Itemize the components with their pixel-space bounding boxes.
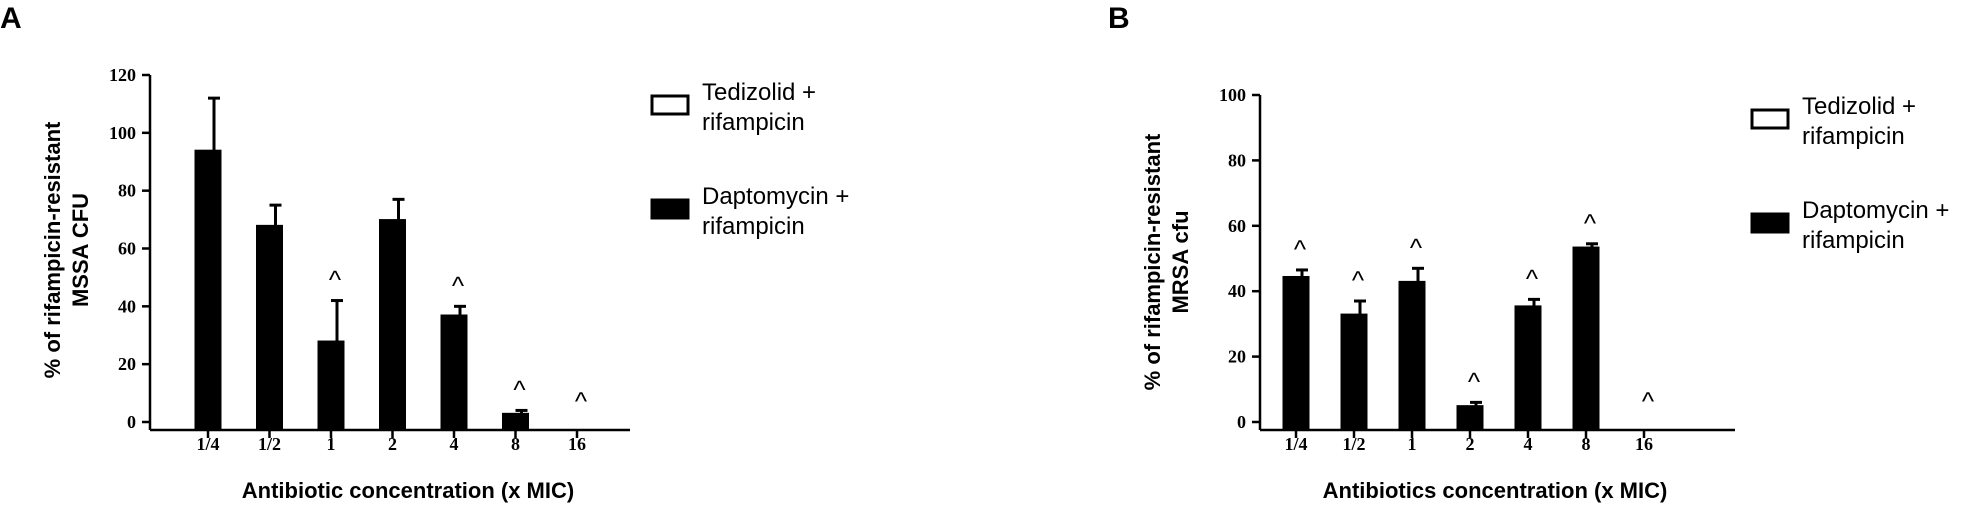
panel-b-y-axis-title-line: MRSA cfu bbox=[1168, 210, 1193, 313]
panel-b-legend-label: Tedizolid + rifampicin bbox=[1802, 93, 1916, 150]
panel-b-bar-1 bbox=[1398, 280, 1426, 431]
panel-a-x-tick-label: 8 bbox=[511, 434, 520, 454]
panel-b-legend-label-line: Tedizolid + bbox=[1802, 93, 1916, 120]
panel-a-bar-1-2 bbox=[256, 224, 283, 431]
panel-a-y-tick-label: 20 bbox=[118, 354, 136, 374]
panel-a-bar-8 bbox=[502, 412, 529, 431]
panel-b-y-tick-label: 100 bbox=[1219, 85, 1246, 105]
panel-b: B 0 20 40 60 80 100 1/4 ^ 1/2 ^ 1 ^ 2 ^ 4 ^ 8 ^ 16 ^ Antibio… bbox=[1108, 2, 1949, 503]
panel-a-y-axis-title: % of rifampicin-resistant MSSA CFU bbox=[40, 121, 93, 378]
panel-b-x-tick-label: 16 bbox=[1635, 434, 1653, 454]
panel-b-x-tick-label: 2 bbox=[1466, 434, 1475, 454]
panel-a-legend-label: Daptomycin + rifampicin bbox=[702, 183, 849, 240]
panel-a-y-axis-title-line: MSSA CFU bbox=[68, 193, 93, 307]
panel-a-x-axis-title: Antibiotic concentration (x MIC) bbox=[242, 478, 574, 503]
panel-a-x-tick-label: 2 bbox=[388, 434, 397, 454]
panel-b-bar-2 bbox=[1456, 405, 1484, 431]
panel-b-y-axis-title-line: % of rifampicin-resistant bbox=[1140, 133, 1165, 390]
panel-b-x-tick-label: 1/4 bbox=[1284, 434, 1307, 454]
panel-a-y-tick-label: 100 bbox=[109, 123, 136, 143]
panel-a-y-tick-label: 40 bbox=[118, 296, 136, 316]
panel-b-x-tick-label: 1 bbox=[1408, 434, 1417, 454]
panel-b-x-tick-label: 1/2 bbox=[1342, 434, 1365, 454]
panel-b-significance-marker: ^ bbox=[1410, 232, 1423, 262]
panel-a-legend-label-line: rifampicin bbox=[702, 213, 805, 240]
panel-a-x-tick-label: 1 bbox=[327, 434, 336, 454]
panel-b-y-tick-label: 20 bbox=[1228, 347, 1246, 367]
panel-b-bar-1-2 bbox=[1340, 313, 1368, 431]
panel-b-legend-label-line: rifampicin bbox=[1802, 123, 1905, 150]
panel-a-legend-swatch bbox=[650, 198, 690, 220]
panel-b-significance-marker: ^ bbox=[1352, 265, 1365, 295]
panel-b-legend-label: Daptomycin + rifampicin bbox=[1802, 197, 1949, 254]
panel-a-bar-1 bbox=[317, 340, 345, 431]
panel-b-bar-4 bbox=[1514, 305, 1542, 431]
panel-letter-b: B bbox=[1108, 2, 1130, 35]
panel-a-y-tick-label: 120 bbox=[109, 65, 136, 85]
panel-a-bar-1-4 bbox=[194, 149, 222, 431]
panel-a-significance-marker: ^ bbox=[329, 265, 342, 295]
panel-a-y-tick-label: 0 bbox=[127, 412, 136, 432]
panel-a-x-tick-label: 1/4 bbox=[196, 434, 219, 454]
panel-a-y-tick-label: 60 bbox=[118, 239, 136, 259]
panel-a-legend-label-line: Tedizolid + bbox=[702, 79, 816, 106]
panel-a-legend-label-line: rifampicin bbox=[702, 109, 805, 136]
panel-b-bar-8 bbox=[1572, 246, 1600, 431]
panel-a-legend-label-line: Daptomycin + bbox=[702, 183, 849, 210]
panel-a-significance-marker: ^ bbox=[575, 386, 588, 416]
panel-b-y-axis-title: % of rifampicin-resistant MRSA cfu bbox=[1140, 133, 1193, 390]
panel-a-significance-marker: ^ bbox=[452, 270, 465, 300]
panel-b-y-tick-label: 40 bbox=[1228, 281, 1246, 301]
panel-a: A 0 20 40 60 80 100 120 1/4 1/2 1 ^ 2 4 ^ 8 ^ 16 ^ Antibio… bbox=[0, 2, 849, 503]
panel-b-significance-marker: ^ bbox=[1468, 366, 1481, 396]
panel-b-legend-label-line: rifampicin bbox=[1802, 227, 1905, 254]
panel-b-bar-1-4 bbox=[1282, 275, 1310, 431]
panel-a-y-tick-label: 80 bbox=[118, 181, 136, 201]
panel-b-x-tick-label: 8 bbox=[1582, 434, 1591, 454]
panel-letter-a: A bbox=[0, 2, 22, 35]
panel-b-x-tick-label: 4 bbox=[1524, 434, 1533, 454]
panel-a-bar-2 bbox=[379, 219, 406, 431]
panel-b-significance-marker: ^ bbox=[1642, 386, 1655, 416]
panel-a-x-tick-label: 16 bbox=[568, 434, 586, 454]
panel-a-x-tick-label: 1/2 bbox=[258, 434, 281, 454]
panel-b-legend-swatch bbox=[1750, 212, 1790, 234]
panel-a-legend-swatch bbox=[650, 94, 690, 116]
panel-b-x-axis-title: Antibiotics concentration (x MIC) bbox=[1323, 478, 1668, 503]
panel-b-significance-marker: ^ bbox=[1526, 263, 1539, 293]
panel-b-legend-swatch bbox=[1750, 108, 1790, 130]
panel-b-significance-marker: ^ bbox=[1294, 234, 1307, 264]
panel-a-bar-4 bbox=[440, 314, 468, 431]
panel-a-legend-label: Tedizolid + rifampicin bbox=[702, 79, 816, 136]
panel-b-y-tick-label: 80 bbox=[1228, 150, 1246, 170]
panel-b-significance-marker: ^ bbox=[1584, 208, 1597, 238]
panel-b-y-tick-label: 60 bbox=[1228, 216, 1246, 236]
panel-a-significance-marker: ^ bbox=[513, 374, 526, 404]
panel-b-legend-label-line: Daptomycin + bbox=[1802, 197, 1949, 224]
panel-a-x-tick-label: 4 bbox=[450, 434, 459, 454]
panel-b-y-tick-label: 0 bbox=[1237, 412, 1246, 432]
panel-a-y-axis-title-line: % of rifampicin-resistant bbox=[40, 121, 65, 378]
